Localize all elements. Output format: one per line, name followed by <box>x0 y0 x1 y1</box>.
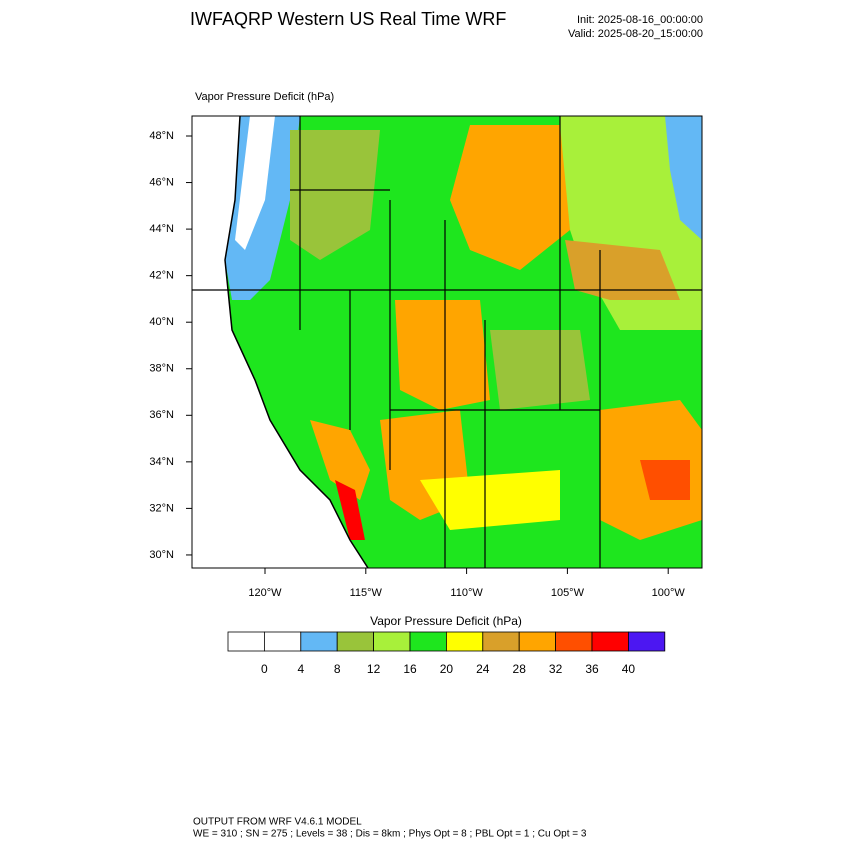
lat-label: 34°N <box>149 456 174 468</box>
colorbar-box <box>409 631 447 652</box>
lat-label: 44°N <box>149 223 174 235</box>
region <box>335 480 365 540</box>
colorbar-tick-label: 16 <box>403 662 417 676</box>
lat-label: 36°N <box>149 409 174 421</box>
valid-time: Valid: 2025-08-20_15:00:00 <box>568 28 703 40</box>
colorbar-tick-label: 0 <box>261 662 268 676</box>
colorbar-tick-label: 36 <box>585 662 599 676</box>
lat-label: 46°N <box>149 176 174 188</box>
colorbar: 0 4 8 12 16 20 24 28 32 36 40 <box>227 631 666 676</box>
colorbar-box <box>555 631 593 652</box>
colorbar-box <box>628 631 666 652</box>
coastline <box>224 116 369 568</box>
title: IWFAQRP Western US Real Time WRF <box>190 9 506 29</box>
colorbar-box <box>263 631 302 652</box>
coastal-moist <box>225 116 300 300</box>
lon-label: 110°W <box>450 587 483 599</box>
colorbar-tick-label: 8 <box>334 662 341 676</box>
lat-label: 38°N <box>149 363 174 375</box>
map-subtitle: Vapor Pressure Deficit (hPa) <box>195 91 334 103</box>
footer-line: OUTPUT FROM WRF V4.6.1 MODEL <box>193 817 362 828</box>
footer-line: WE = 310 ; SN = 275 ; Levels = 38 ; Dis … <box>193 829 587 840</box>
region <box>490 330 590 410</box>
lon-label: 105°W <box>551 587 585 599</box>
colorbar-tick-label: 12 <box>367 662 381 676</box>
lon-label: 120°W <box>248 587 282 599</box>
map-frame <box>191 115 703 569</box>
lon-label: 100°W <box>652 587 686 599</box>
lat-label: 48°N <box>149 130 174 142</box>
colorbar-tick-label: 28 <box>513 662 527 676</box>
region <box>395 300 490 410</box>
colorbar-tick-label: 24 <box>476 662 490 676</box>
colorbar-box <box>591 631 629 652</box>
region <box>290 130 380 260</box>
lat-label: 30°N <box>149 549 174 561</box>
colorbar-box <box>227 631 265 652</box>
region <box>450 125 570 270</box>
lon-label: 115°W <box>350 587 383 599</box>
colorbar-box <box>300 631 338 652</box>
colorbar-label: Vapor Pressure Deficit (hPa) <box>370 614 522 628</box>
colorbar-box <box>482 631 520 652</box>
init-time: Init: 2025-08-16_00:00:00 <box>577 14 703 26</box>
region <box>600 330 702 400</box>
coastal-moist <box>235 116 275 250</box>
colorbar-box <box>336 631 375 652</box>
map <box>191 115 703 569</box>
state-borders <box>192 116 702 568</box>
colorbar-box <box>518 631 557 652</box>
colorbar-tick-label: 20 <box>440 662 454 676</box>
region <box>420 470 560 530</box>
lat-label: 40°N <box>149 316 174 328</box>
region <box>665 116 702 240</box>
region <box>565 240 680 300</box>
colorbar-box <box>445 631 484 652</box>
lat-label: 32°N <box>149 502 174 514</box>
colorbar-box <box>373 631 411 652</box>
colorbar-tick-label: 4 <box>297 662 304 676</box>
colorbar-tick-label: 40 <box>622 662 636 676</box>
region <box>640 460 690 500</box>
lat-label: 42°N <box>149 270 174 282</box>
colorbar-tick-label: 32 <box>549 662 563 676</box>
region <box>310 420 370 500</box>
